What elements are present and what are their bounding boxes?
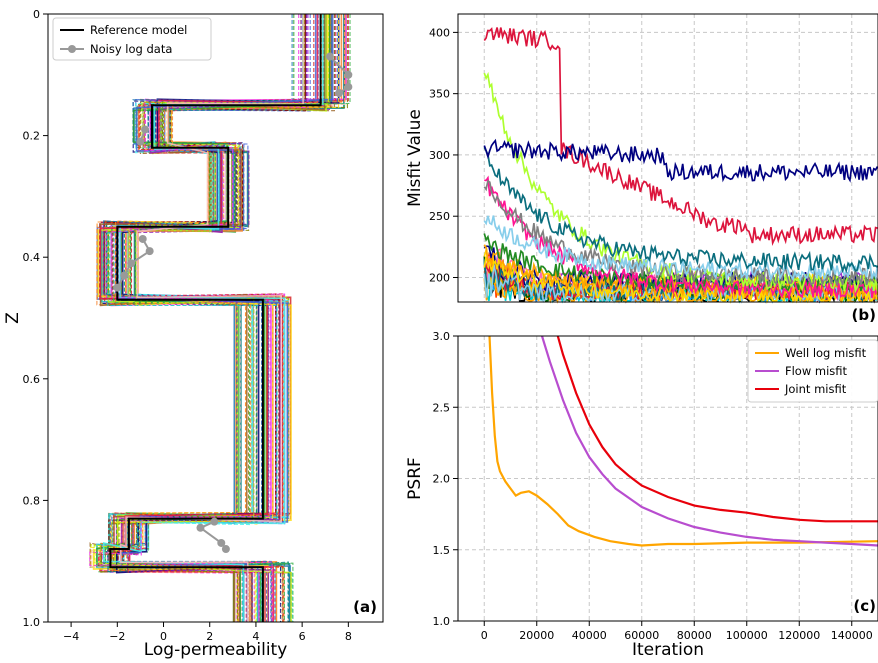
panel-a-x-ticks: −4 −2 0 2 4 6 8 [63,622,352,643]
x-tick-label: −4 [63,630,79,643]
x-tick-label: 4 [252,630,259,643]
misfit-trace [483,138,878,183]
panel-b-series [483,27,878,304]
noisy-log-point [221,545,230,554]
panel-b-frame [457,13,878,303]
noisy-log-point [120,271,129,280]
noisy-log-point [344,82,353,91]
x-tick-label: 120000 [778,629,820,642]
noisy-log-point [127,259,136,268]
y-tick-label: 0 [33,8,40,21]
noisy-log-point [196,523,205,532]
misfit-trace [483,215,878,283]
y-tick-label: 0.2 [23,130,41,143]
panel-a-legend-box [52,17,212,61]
y-tick-label: 2.5 [433,401,451,414]
ensemble-realization [89,14,309,622]
panel-b-y-axis-label: Misfit Value [405,109,425,207]
x-tick-label: 140000 [831,629,873,642]
x-tick-label: 6 [299,630,306,643]
misfit-trace [483,27,878,247]
legend-reference-model-label: Reference model [90,23,187,37]
noisy-log-point [145,247,154,256]
psrf-line [540,335,878,547]
y-tick-label: 2.0 [433,473,451,486]
x-tick-label: 40000 [572,629,607,642]
y-tick-label: 0.4 [23,251,41,264]
noisy-log-point [113,283,122,292]
y-tick-label: 0.8 [23,494,41,507]
x-tick-label: 80000 [677,629,712,642]
panel-c-legend: Well log misfit Flow misfit Joint misfit [747,339,878,403]
panel-c-label: (c) [853,597,876,615]
panel-c-y-ticks: 1.0 1.5 2.0 2.5 3.0 [433,330,458,628]
panel-a-label: (a) [353,598,377,616]
legend-joint-label: Joint misfit [784,382,847,396]
x-tick-label: 100000 [726,629,768,642]
misfit-trace [483,71,878,294]
y-tick-label: 200 [429,271,450,284]
panel-c-series [488,335,878,547]
noisy-log-point [210,517,219,526]
y-tick-label: 1.0 [23,616,41,629]
x-tick-label: 0 [481,629,488,642]
legend-flow-label: Flow misfit [785,364,848,378]
panel-c-y-axis-label: PSRF [405,457,425,500]
panel-a: −4 −2 0 2 4 6 8 0 0.2 0.4 0.6 0.8 1.0 Log-permeabil… [3,8,384,660]
y-tick-label: 350 [429,88,450,101]
misfit-trace [483,147,878,274]
x-tick-label: 2 [206,630,213,643]
x-tick-label: 20000 [519,629,554,642]
noisy-log-point [141,125,150,134]
y-tick-label: 250 [429,210,450,223]
y-tick-label: 3.0 [433,330,451,343]
panel-c-legend-box [747,339,878,403]
ensemble-realization [97,14,349,622]
panel-c-x-axis-label: Iteration [632,640,704,660]
panel-a-y-ticks: 0 0.2 0.4 0.6 0.8 1.0 [23,8,48,629]
panel-c-x-ticks: 0 20000 40000 60000 80000 100000 120000 140000 [481,621,873,642]
ensemble-realization [120,14,304,622]
ensemble-realization [107,14,348,622]
x-tick-label: 60000 [624,629,659,642]
panel-c: 0 20000 40000 60000 80000 100000 120000 140000 … [405,330,878,660]
y-tick-label: 1.0 [433,615,451,628]
noisy-log-point [335,89,344,98]
noisy-log-point [217,538,226,547]
y-tick-label: 400 [429,26,450,39]
ensemble-realization [102,14,324,622]
legend-noisy-log-marker [68,45,76,53]
panel-b-grid [458,14,878,302]
panel-a-legend: Reference model Noisy log data [52,17,212,61]
noisy-log-point [136,137,145,146]
ensemble-realization [125,14,340,622]
panel-a-series [109,14,353,622]
panel-b-y-ticks: 200 250 300 350 400 [429,26,458,284]
psrf-line [556,335,878,523]
legend-well-log-label: Well log misfit [785,346,867,360]
reference-model-line [109,14,322,622]
noisy-log-point [325,52,334,61]
panel-a-y-axis-label: Z [3,312,23,324]
panel-b: 200 250 300 350 400 Misfit Value (b) [405,13,878,324]
x-tick-label: 8 [345,630,352,643]
psrf-line [488,335,878,547]
ensemble-realization [93,14,330,622]
panel-a-x-axis-label: Log-permeability [144,640,288,660]
noisy-log-line [329,55,350,94]
panel-b-label: (b) [852,306,876,324]
noisy-log-point [138,234,147,243]
x-tick-label: −2 [109,630,125,643]
y-tick-label: 300 [429,149,450,162]
noisy-log-point [344,70,353,79]
x-tick-label: 0 [160,630,167,643]
panel-a-frame [47,13,384,623]
misfit-trace [483,179,878,288]
y-tick-label: 0.6 [23,373,41,386]
y-tick-label: 1.5 [433,544,451,557]
ensemble-realization [91,14,346,622]
legend-noisy-log-label: Noisy log data [90,42,172,56]
